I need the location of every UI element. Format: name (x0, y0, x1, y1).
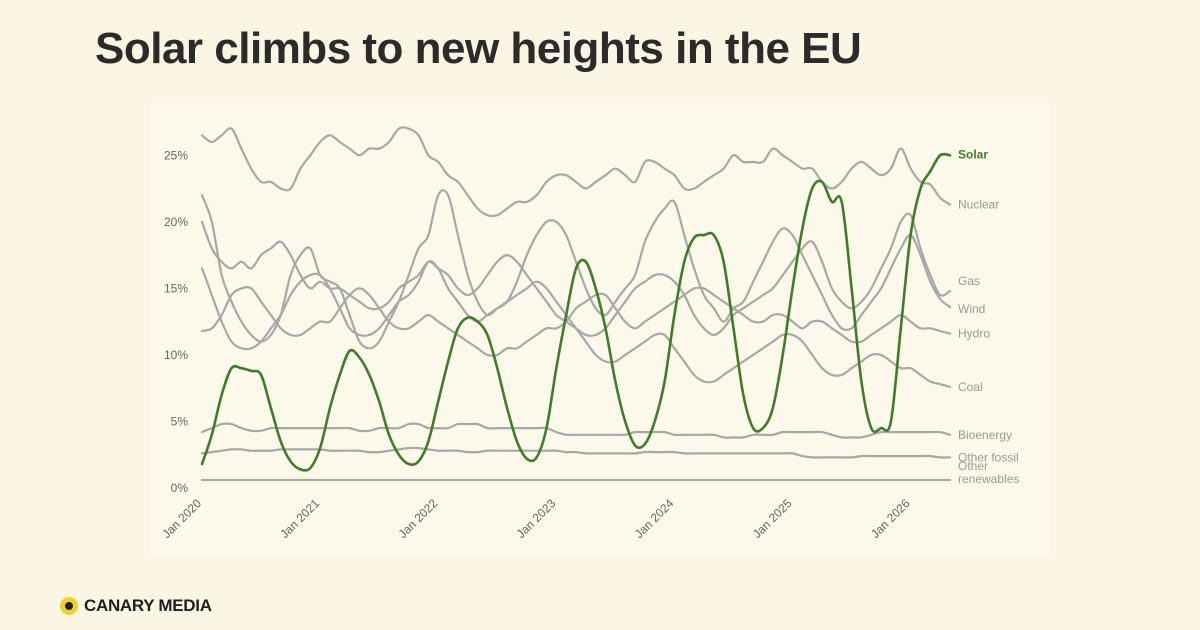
x-tick-label: Jan 2022 (396, 496, 441, 541)
x-tick-label: Jan 2021 (277, 496, 322, 541)
end-label-bioenergy: Bioenergy (958, 428, 1012, 442)
x-tick-label: Jan 2026 (868, 496, 913, 541)
end-label-line: Nuclear (958, 198, 999, 212)
line-chart: 0% 5% 10% 15% 20% 25% Jan 2020 Jan 2021 Jan 2022… (159, 126, 1019, 541)
brand-name: CANARY MEDIA (84, 596, 212, 615)
y-tick-label: 15% (164, 281, 188, 295)
x-tick-label: Jan 2023 (514, 496, 559, 541)
series-line-nuclear (200, 126, 952, 218)
y-tick-label: 0% (171, 481, 189, 495)
end-label-line: Bioenergy (958, 428, 1012, 442)
y-tick-label: 5% (171, 414, 189, 428)
x-tick-label: Jan 2024 (632, 496, 677, 541)
series-line-wind (200, 189, 952, 350)
y-tick-label: 10% (164, 348, 188, 362)
end-label-hydro: Hydro (958, 327, 990, 341)
end-label-line: Wind (958, 302, 985, 316)
series-line-other-fossil (200, 446, 952, 459)
end-label-line: Coal (958, 380, 983, 394)
x-tick-label: Jan 2020 (159, 496, 204, 541)
chart-title: Solar climbs to new heights in the EU (95, 24, 862, 73)
end-label-wind: Wind (958, 302, 985, 316)
y-tick-label: 20% (164, 215, 188, 229)
end-label-solar: Solar (958, 147, 988, 161)
end-label-other-renewables: Other renewables (958, 459, 1019, 486)
end-label-nuclear: Nuclear (958, 198, 999, 212)
x-tick-label: Jan 2025 (750, 496, 795, 541)
end-label-gas: Gas (958, 274, 980, 288)
chart-panel: 0% 5% 10% 15% 20% 25% Jan 2020 Jan 2021 Jan 2022… (150, 102, 1050, 557)
end-label-line: renewables (958, 472, 1019, 486)
end-label-other-fossil: Other fossil (958, 450, 1019, 464)
series-line-solar (200, 152, 952, 472)
end-label-line: Solar (958, 147, 988, 161)
series-line-coal (200, 260, 952, 388)
series-line-hydro (200, 285, 952, 357)
y-tick-label: 25% (164, 148, 188, 162)
brand-logo: CANARY MEDIA (60, 596, 212, 616)
end-label-line: Other fossil (958, 450, 1019, 464)
end-label-line: Gas (958, 274, 980, 288)
end-label-line: Hydro (958, 327, 990, 341)
end-label-line: Other (958, 459, 988, 473)
canary-dot-icon (60, 597, 78, 615)
series-line-bioenergy (200, 422, 952, 439)
end-label-coal: Coal (958, 380, 983, 394)
